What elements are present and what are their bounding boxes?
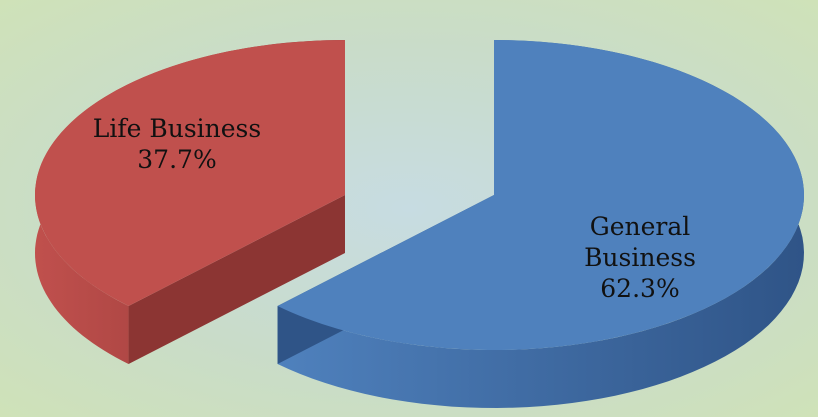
- slice-label-general-business: General Business 62.3%: [584, 212, 696, 303]
- slice-label-line: Business: [584, 243, 696, 272]
- slice-label-line: 37.7%: [137, 145, 216, 174]
- pie-slice-general-business: General Business 62.3%: [277, 40, 805, 408]
- slice-top-life-business: [35, 40, 345, 306]
- slice-cut-face-life-business-0: [128, 195, 345, 364]
- pie-slice-life-business: Life Business 37.7%: [35, 40, 345, 364]
- slice-side-general-business: [277, 40, 805, 408]
- slice-label-line: 62.3%: [600, 274, 679, 303]
- slice-label-line: Life Business: [93, 114, 261, 143]
- slice-top-general-business: [277, 40, 805, 350]
- slice-label-line: General: [590, 212, 691, 241]
- slice-label-life-business: Life Business 37.7%: [93, 114, 261, 174]
